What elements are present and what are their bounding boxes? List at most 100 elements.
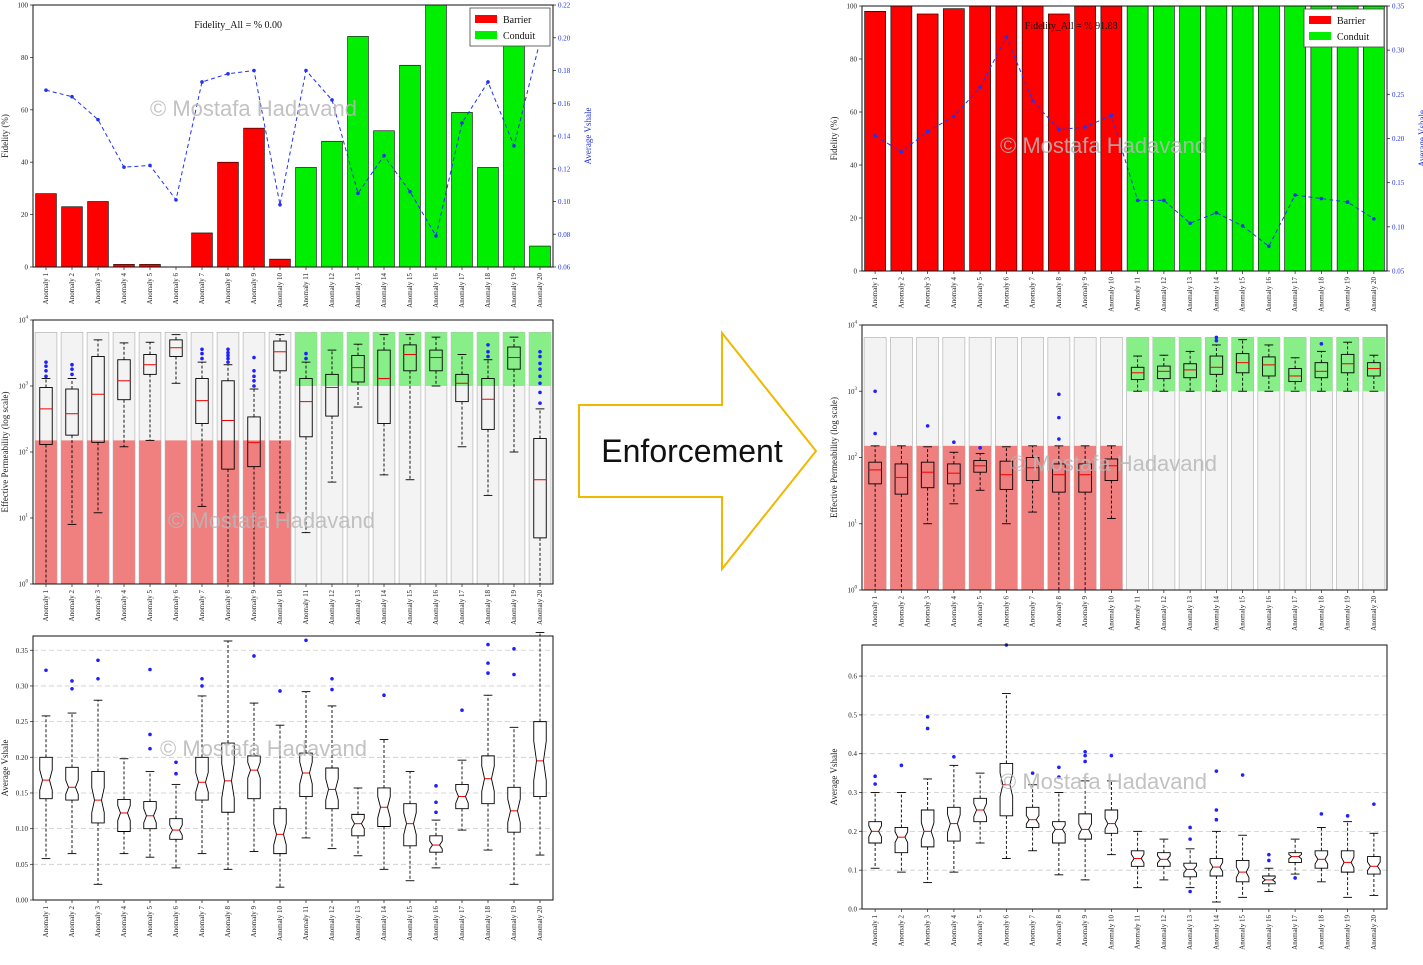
x-tick-label: Anomaly 9 [250,590,258,622]
x-tick-label: Anomaly 18 [1317,596,1325,631]
x-tick-label: Anomaly 9 [1081,596,1089,628]
arrow-label: Enforcement [601,433,783,469]
x-tick-label: Anomaly 2 [897,277,905,309]
outlier-point [538,361,542,366]
outlier-point [252,384,256,388]
y-tick-label: 0.00 [16,897,29,905]
x-tick-label: Anomaly 13 [354,906,362,941]
x-tick-label: Anomaly 4 [120,590,128,622]
bar [61,206,83,268]
legend-label-conduit: Conduit [1337,32,1369,43]
box-body [1104,809,1119,834]
conduit-zone [529,332,551,386]
vshale-point [1345,200,1350,204]
box-19 [507,647,521,885]
legend-label-conduit: Conduit [503,31,535,42]
vshale-point [226,71,230,76]
box-4 [947,440,961,505]
y-tick-label: 102 [848,453,858,462]
x-tick-label: Anomaly 4 [950,596,958,628]
outlier-point [486,661,490,665]
y-tick-label: 0.10 [16,825,29,833]
box-15 [403,334,417,481]
box-body [1235,353,1250,374]
box-body [999,460,1014,490]
outlier-point [304,356,308,361]
y-axis-label: Fidelity (%) [0,114,10,158]
outlier-point [952,755,956,759]
outlier-point [70,362,74,367]
barrier-zone [864,445,887,590]
bar [451,112,473,268]
x-tick-label: Anomaly 6 [172,273,180,305]
x-tick-label: Anomaly 19 [1344,596,1352,631]
box-body [1157,365,1171,380]
x-tick-label: Anomaly 5 [976,277,984,309]
y-tick-exponent: 4 [855,321,858,326]
conduit-zone [425,332,447,386]
outlier-point [512,647,516,651]
outlier-point [382,693,386,698]
outlier-point [148,667,152,672]
x-tick-label: Anomaly 8 [224,273,232,305]
box-body [1025,806,1040,828]
box-body [247,755,261,800]
x-tick-label: Anomaly 11 [1134,277,1142,312]
y-tick-label: 100 [19,580,29,589]
y-tick-label: 103 [19,382,29,391]
vshale-point [1267,244,1271,249]
y-tick-label: 0.20 [16,754,29,762]
legend-swatch-barrier [475,15,497,23]
box-body [169,818,183,840]
box-3 [91,339,105,514]
conduit-zone [1231,337,1254,392]
vshale-point [512,144,516,148]
box-7 [1025,771,1040,852]
vshale-point [148,163,152,168]
y-tick-label: 103 [848,387,858,396]
y-tick-label: 20 [21,211,29,219]
box-body [894,463,909,495]
barrier-zone [969,445,992,590]
y-tick-exponent: 1 [26,514,29,519]
vshale-point [278,202,282,207]
outlier-point [200,351,204,356]
bar [321,140,343,268]
x-tick-label: Anomaly 4 [120,906,128,938]
outlier-point [538,349,542,354]
x-tick-label: Anomaly 11 [1134,915,1142,950]
box-body [65,766,79,801]
x-tick-label: Anomaly 1 [871,277,879,309]
x-tick-label: Anomaly 1 [871,915,879,947]
x-tick-label: Anomaly 19 [1344,277,1352,312]
x-tick-label: Anomaly 16 [432,906,440,941]
y-tick-label: 0.05 [16,861,29,869]
box-body [351,355,365,383]
x-tick-label: Anomaly 10 [276,590,284,625]
box-body [1078,463,1092,493]
box-8 [221,347,235,585]
x-tick-label: Anomaly 12 [1160,915,1168,950]
bar [243,127,265,268]
box-body [507,346,521,370]
x-tick-label: Anomaly 19 [510,273,518,308]
y-tick-exponent: 3 [26,382,29,387]
box-5 [143,341,157,441]
outlier-point [1057,765,1061,770]
outlier-point [304,638,308,643]
vshale-point [122,165,126,169]
box-14 [377,693,391,870]
y-tick-label: 0.1 [848,867,857,875]
box-body [533,721,547,797]
box-body [117,798,131,832]
box-16 [1262,852,1276,892]
box-19 [507,336,521,453]
box-17 [455,354,469,448]
x-tick-label: Anomaly 7 [1029,596,1037,628]
x-tick-label: Anomaly 7 [198,590,206,622]
y2-tick-label: 0.16 [558,100,571,108]
y-axis-label: Effective Permeability (log scale) [829,397,839,518]
x-tick-label: Anomaly 18 [484,590,492,625]
panel-left-vshale: 0.00 0.05 0.10 0.15 0.20 0.25 0.30 0.35 Average … [0,631,554,941]
outlier-point [873,389,877,394]
